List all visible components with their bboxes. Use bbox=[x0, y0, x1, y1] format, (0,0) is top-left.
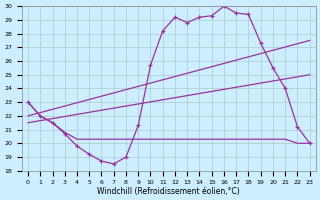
X-axis label: Windchill (Refroidissement éolien,°C): Windchill (Refroidissement éolien,°C) bbox=[98, 187, 240, 196]
